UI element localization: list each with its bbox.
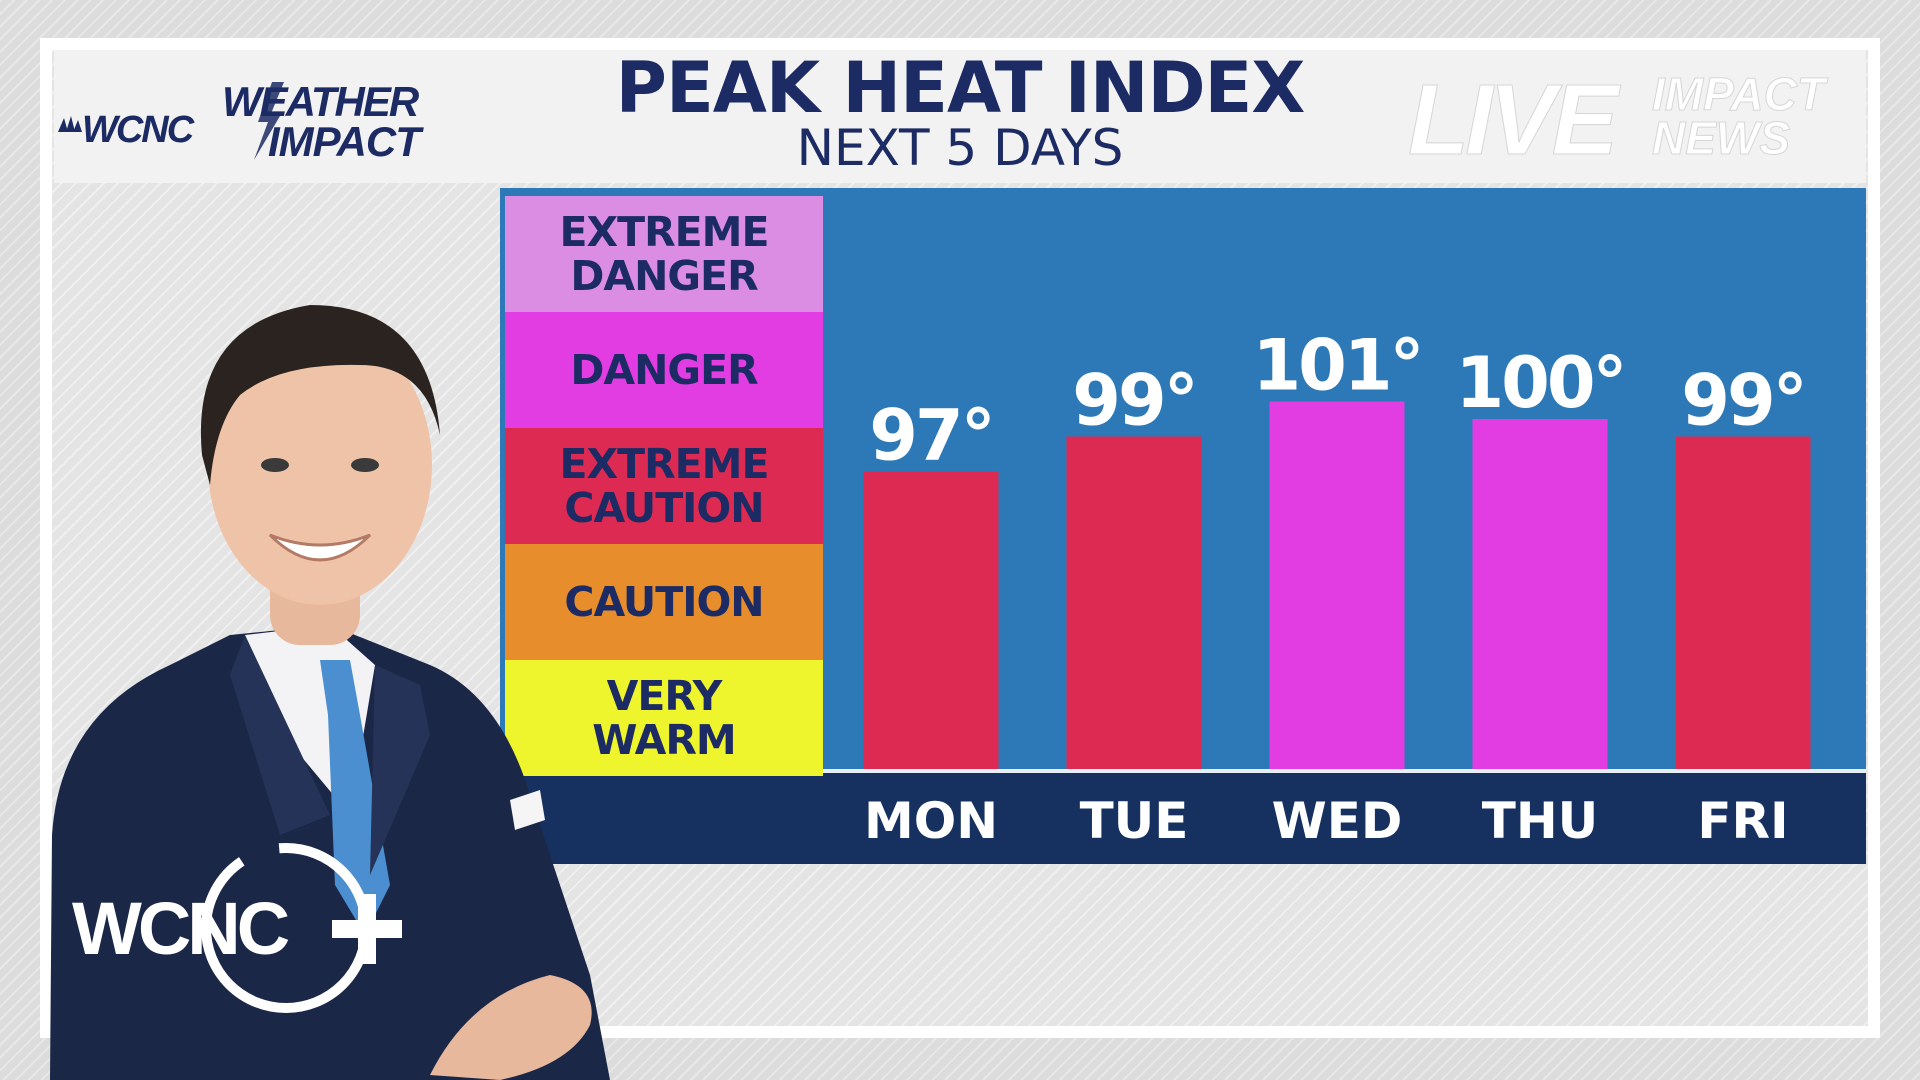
lapel-left <box>230 635 330 835</box>
eye-left <box>261 458 289 472</box>
live-wordmark: LIVE <box>1408 66 1622 162</box>
header-bar <box>54 50 1866 183</box>
legend-very-warm: VERY WARM <box>505 660 823 776</box>
chart-title: PEAK HEAT INDEX <box>615 47 1306 129</box>
day-label-tue: TUE <box>1080 792 1189 850</box>
bar-thu <box>1472 419 1608 769</box>
smile <box>268 533 372 562</box>
chart-subtitle: NEXT 5 DAYS <box>796 119 1124 177</box>
bar-mon <box>863 471 999 769</box>
day-labels-group: MON TUE WED THU FRI <box>864 792 1789 850</box>
wcnc-plus-logo: WCNC <box>72 843 402 1013</box>
legend-caution: CAUTION <box>505 544 823 660</box>
day-label-thu: THU <box>1482 792 1599 850</box>
hands <box>430 975 592 1080</box>
peacock-icon <box>58 116 82 132</box>
weather-impact-logo: WCNC WEATHER IMPACT <box>58 78 425 160</box>
impact-wordmark: IMPACT <box>268 118 424 160</box>
value-labels-group: 97° 99° 101° 100° 99° <box>869 325 1807 477</box>
bars-group <box>863 401 1811 769</box>
bar-chart: 97° 99° 101° 100° 99° MON TUE WED THU FRI <box>500 325 1866 864</box>
day-label-mon: MON <box>864 792 998 850</box>
day-label-fri: FRI <box>1697 792 1788 850</box>
value-label-thu: 100° <box>1455 342 1624 424</box>
value-label-fri: 99° <box>1681 360 1804 442</box>
legend-extreme-danger: EXTREME DANGER <box>505 196 823 312</box>
plus-icon <box>332 894 402 964</box>
pocket-square <box>510 790 545 830</box>
bar-wed <box>1269 401 1405 769</box>
lightning-bolt-icon <box>254 82 284 160</box>
station-logo-text: WCNC <box>82 109 195 151</box>
legend-extreme-caution: EXTREME CAUTION <box>505 428 823 544</box>
eye-right <box>351 458 379 472</box>
impact-news-line2: NEWS <box>1652 112 1790 162</box>
plus-logo-text: WCNC <box>72 887 289 970</box>
value-label-tue: 99° <box>1072 360 1195 442</box>
day-axis-band <box>500 773 1866 864</box>
bar-tue <box>1066 436 1202 769</box>
lapel-right <box>370 665 430 875</box>
face <box>208 325 432 605</box>
hair <box>200 305 440 485</box>
legend-danger: DANGER <box>505 312 823 428</box>
live-impact-news-logo: LIVE IMPACT NEWS <box>1408 66 1829 162</box>
value-label-mon: 97° <box>869 395 992 477</box>
weather-wordmark: WEATHER <box>222 78 420 125</box>
value-label-wed: 101° <box>1252 325 1421 407</box>
impact-news-line1: IMPACT <box>1652 68 1829 120</box>
heat-index-legend: EXTREME DANGER DANGER EXTREME CAUTION CA… <box>505 196 823 776</box>
suit-jacket <box>50 625 610 1080</box>
day-label-wed: WED <box>1272 792 1403 850</box>
axis-baseline <box>500 769 1866 773</box>
bar-fri <box>1675 436 1811 769</box>
